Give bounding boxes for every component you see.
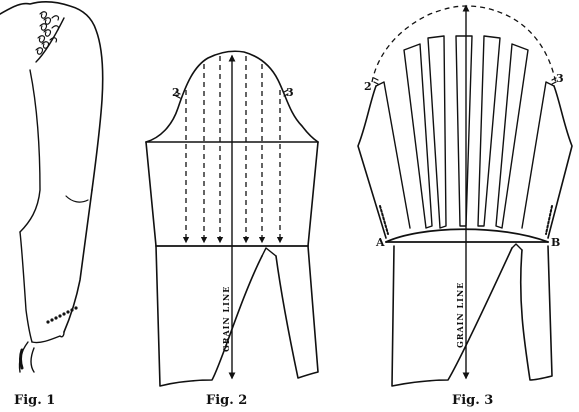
fig2-point-3: 3: [286, 86, 294, 99]
fig2-elbow-dart: [261, 247, 277, 257]
fig3-notch-left: [373, 77, 379, 85]
fig3-lower-left-panel: [391, 245, 513, 387]
fig2-lower-right-panel: [275, 245, 319, 379]
fig3-right-panel-inner: [521, 81, 555, 229]
fig1-elbow-crease: [65, 195, 89, 203]
fig2-point-2: 2: [172, 86, 180, 99]
fig3-point-b: B: [551, 236, 560, 249]
fig3-grain-label: GRAIN LINE: [455, 282, 465, 348]
fig3-left-side-panel: [357, 85, 387, 239]
fig1-body-side: [19, 69, 41, 233]
fig2-caption: Fig. 2: [206, 393, 247, 408]
fig1-shoulder-outline: [0, 1, 104, 191]
fig1-arm-outer: [63, 189, 93, 333]
fig2-left-seam-upper: [145, 141, 157, 247]
fig3-new-cap-outline: [371, 5, 557, 85]
fig3-pattern: [357, 4, 573, 387]
fig2-lower-left-panel: [155, 245, 263, 387]
fig2-notch-right: [283, 89, 289, 97]
fig3-left-panel-inner: [375, 81, 411, 229]
fig3-caption: Fig. 3: [452, 393, 493, 408]
fig1-cuff-buttons: [46, 306, 78, 324]
fig2-right-seam-upper: [307, 141, 319, 247]
fig2-notch-left: [175, 91, 181, 99]
fig3-point-3: 3: [556, 72, 564, 85]
fig1-cuff: [31, 331, 65, 344]
fig3-hatch-b: [545, 205, 553, 235]
fig3-hatch-a: [379, 205, 389, 235]
fig3-notch-right: [551, 77, 557, 85]
fig1-caption: Fig. 1: [14, 393, 55, 408]
fig3-right-side-panel: [547, 85, 573, 239]
fig2-pattern: [145, 50, 319, 387]
fig1-arm-drawing: [0, 1, 104, 373]
fig1-arm-inner: [19, 231, 33, 343]
fig2-grain-label: GRAIN LINE: [221, 286, 231, 352]
fig2-slash-lines: [182, 56, 284, 244]
fig3-elbow-line: [385, 228, 549, 243]
fig3-point-2: 2: [364, 80, 372, 93]
fig2-sleeve-cap: [145, 50, 319, 143]
fig1-hand-shadow: [19, 348, 24, 370]
fig3-point-a: A: [375, 236, 385, 249]
fig1-shoulder-seam: [35, 17, 65, 63]
fig3-lower-right-panel: [519, 245, 553, 381]
fig3-elbow-dart: [511, 243, 523, 251]
